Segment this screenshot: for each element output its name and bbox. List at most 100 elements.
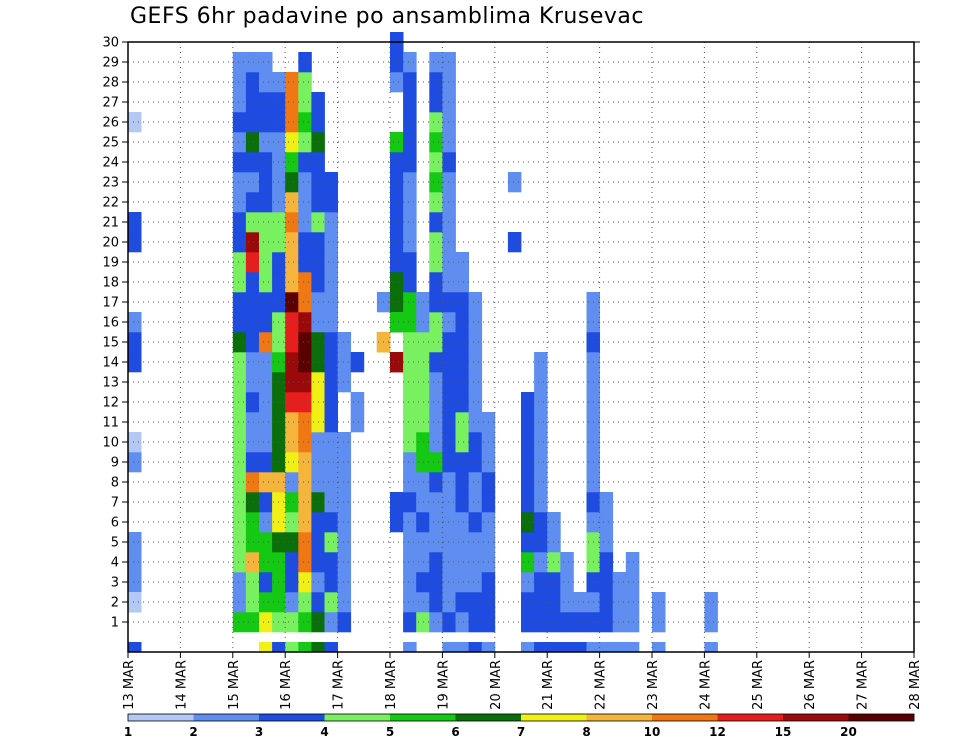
- heatmap-cell: [259, 572, 273, 593]
- heatmap-cell: [390, 492, 404, 513]
- heatmap-cell: [442, 452, 456, 473]
- heatmap-cell: [429, 452, 443, 473]
- colorbar-segment: [521, 714, 587, 721]
- heatmap-cell: [232, 552, 247, 573]
- heatmap-cell: [652, 642, 666, 653]
- heatmap-cell: [403, 112, 417, 133]
- heatmap-cell: [245, 252, 260, 273]
- heatmap-cell: [324, 192, 338, 213]
- colorbar-label: 4: [320, 725, 328, 739]
- heatmap-cell: [259, 252, 273, 273]
- heatmap-cell: [324, 572, 338, 593]
- heatmap-cell: [416, 332, 430, 353]
- heatmap-cell: [429, 572, 443, 593]
- heatmap-cell: [521, 472, 535, 493]
- heatmap-cell: [390, 312, 404, 333]
- heatmap-cell: [232, 312, 247, 333]
- heatmap-cell: [298, 112, 312, 133]
- y-tick-label: 20: [102, 236, 119, 251]
- heatmap-cell: [403, 252, 417, 273]
- heatmap-cell: [429, 512, 443, 533]
- heatmap-cell: [429, 72, 443, 93]
- heatmap-cell: [245, 412, 260, 433]
- heatmap-cell: [232, 472, 247, 493]
- y-tick-label: 5: [111, 536, 119, 551]
- heatmap-cell: [455, 432, 469, 453]
- heatmap-cell: [612, 642, 627, 653]
- heatmap-cell: [599, 592, 614, 613]
- heatmap-cell: [442, 372, 456, 393]
- heatmap-cell: [285, 432, 299, 453]
- heatmap-cell: [403, 192, 417, 213]
- heatmap-cell: [245, 352, 260, 373]
- heatmap-cell: [285, 572, 299, 593]
- colorbar-segment: [848, 714, 915, 721]
- y-tick-label: 17: [102, 296, 119, 311]
- x-tick-label: 17 MAR: [332, 660, 347, 710]
- heatmap-cell: [245, 472, 260, 493]
- heatmap-cell: [390, 132, 404, 153]
- heatmap-cell: [442, 112, 456, 133]
- x-tick-label: 23 MAR: [646, 660, 661, 710]
- heatmap-cell: [599, 552, 614, 573]
- heatmap-cell: [534, 532, 548, 553]
- heatmap-cell: [324, 172, 338, 193]
- heatmap-cell: [403, 392, 417, 413]
- heatmap-cell: [390, 272, 404, 293]
- heatmap-cell: [128, 312, 142, 333]
- heatmap-cell: [245, 52, 260, 73]
- heatmap-cell: [245, 532, 260, 553]
- heatmap-cell: [232, 592, 247, 613]
- heatmap-cell: [390, 172, 404, 193]
- heatmap-cell: [442, 512, 456, 533]
- heatmap-cell: [429, 272, 443, 293]
- heatmap-cell: [285, 472, 299, 493]
- colorbar-segment: [324, 714, 391, 721]
- heatmap-cell: [625, 642, 640, 653]
- heatmap-cell: [259, 592, 273, 613]
- heatmap-cell: [259, 172, 273, 193]
- heatmap-cell: [403, 552, 417, 573]
- heatmap-cell: [442, 192, 456, 213]
- y-tick-label: 15: [102, 336, 119, 351]
- heatmap-cell: [298, 472, 312, 493]
- heatmap-cell: [560, 642, 574, 653]
- heatmap-cell: [416, 452, 430, 473]
- heatmap-cell: [285, 512, 299, 533]
- colorbar-segment: [717, 714, 784, 721]
- heatmap-cell: [403, 642, 417, 653]
- heatmap-cell: [232, 72, 247, 93]
- heatmap-cell: [390, 252, 404, 273]
- heatmap-cell: [390, 232, 404, 253]
- heatmap-cell: [442, 272, 456, 293]
- heatmap-cell: [285, 212, 299, 233]
- heatmap-cell: [455, 292, 469, 313]
- heatmap-cell: [259, 52, 273, 73]
- heatmap-cell: [259, 412, 273, 433]
- heatmap-cell: [416, 372, 430, 393]
- heatmap-cell: [324, 312, 338, 333]
- heatmap-cell: [416, 512, 430, 533]
- heatmap-cell: [521, 612, 535, 633]
- heatmap-cell: [245, 172, 260, 193]
- heatmap-cell: [390, 72, 404, 93]
- heatmap-cell: [298, 572, 312, 593]
- heatmap-cell: [403, 312, 417, 333]
- heatmap-cell: [259, 272, 273, 293]
- y-tick-label: 23: [102, 176, 119, 191]
- heatmap-cell: [324, 252, 338, 273]
- heatmap-cell: [337, 572, 352, 593]
- x-tick-label: 22 MAR: [594, 660, 609, 710]
- colorbar-label: 15: [775, 725, 792, 739]
- heatmap-cell: [324, 642, 338, 653]
- heatmap-cell: [390, 152, 404, 173]
- heatmap-cell: [245, 452, 260, 473]
- x-tick-label: 16 MAR: [279, 660, 294, 710]
- heatmap-cell: [599, 492, 614, 513]
- chart-title: GEFS 6hr padavine po ansamblima Krusevac: [130, 4, 644, 29]
- heatmap-cell: [298, 232, 312, 253]
- x-tick-label: 13 MAR: [122, 660, 137, 710]
- heatmap-cell: [298, 492, 312, 513]
